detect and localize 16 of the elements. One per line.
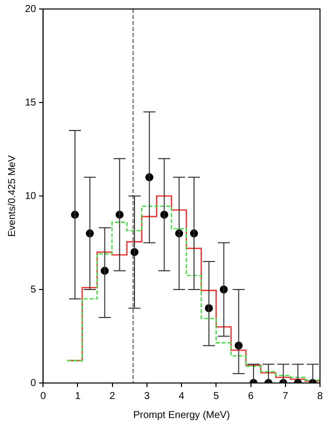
x-tick-label: 1 (74, 390, 81, 402)
y-tick-label: 15 (25, 97, 37, 108)
y-tick-label: 10 (25, 190, 37, 202)
x-tick-label: 3 (144, 390, 150, 402)
y-tick-label: 20 (25, 4, 37, 15)
x-tick-label: 4 (178, 390, 185, 402)
x-axis-title: Prompt Energy (MeV) (133, 410, 230, 421)
y-tick-label: 5 (30, 284, 37, 296)
x-tick-label: 8 (317, 390, 324, 402)
x-tick-label: 6 (248, 390, 254, 402)
y-axis-title: Events/0.425 MeV (6, 154, 18, 237)
x-tick-label: 7 (282, 390, 289, 402)
x-tick-label: 2 (110, 390, 116, 402)
x-tick-label: 5 (213, 390, 220, 402)
x-tick-label: 0 (40, 390, 46, 402)
y-tick-label: 0 (30, 378, 37, 389)
